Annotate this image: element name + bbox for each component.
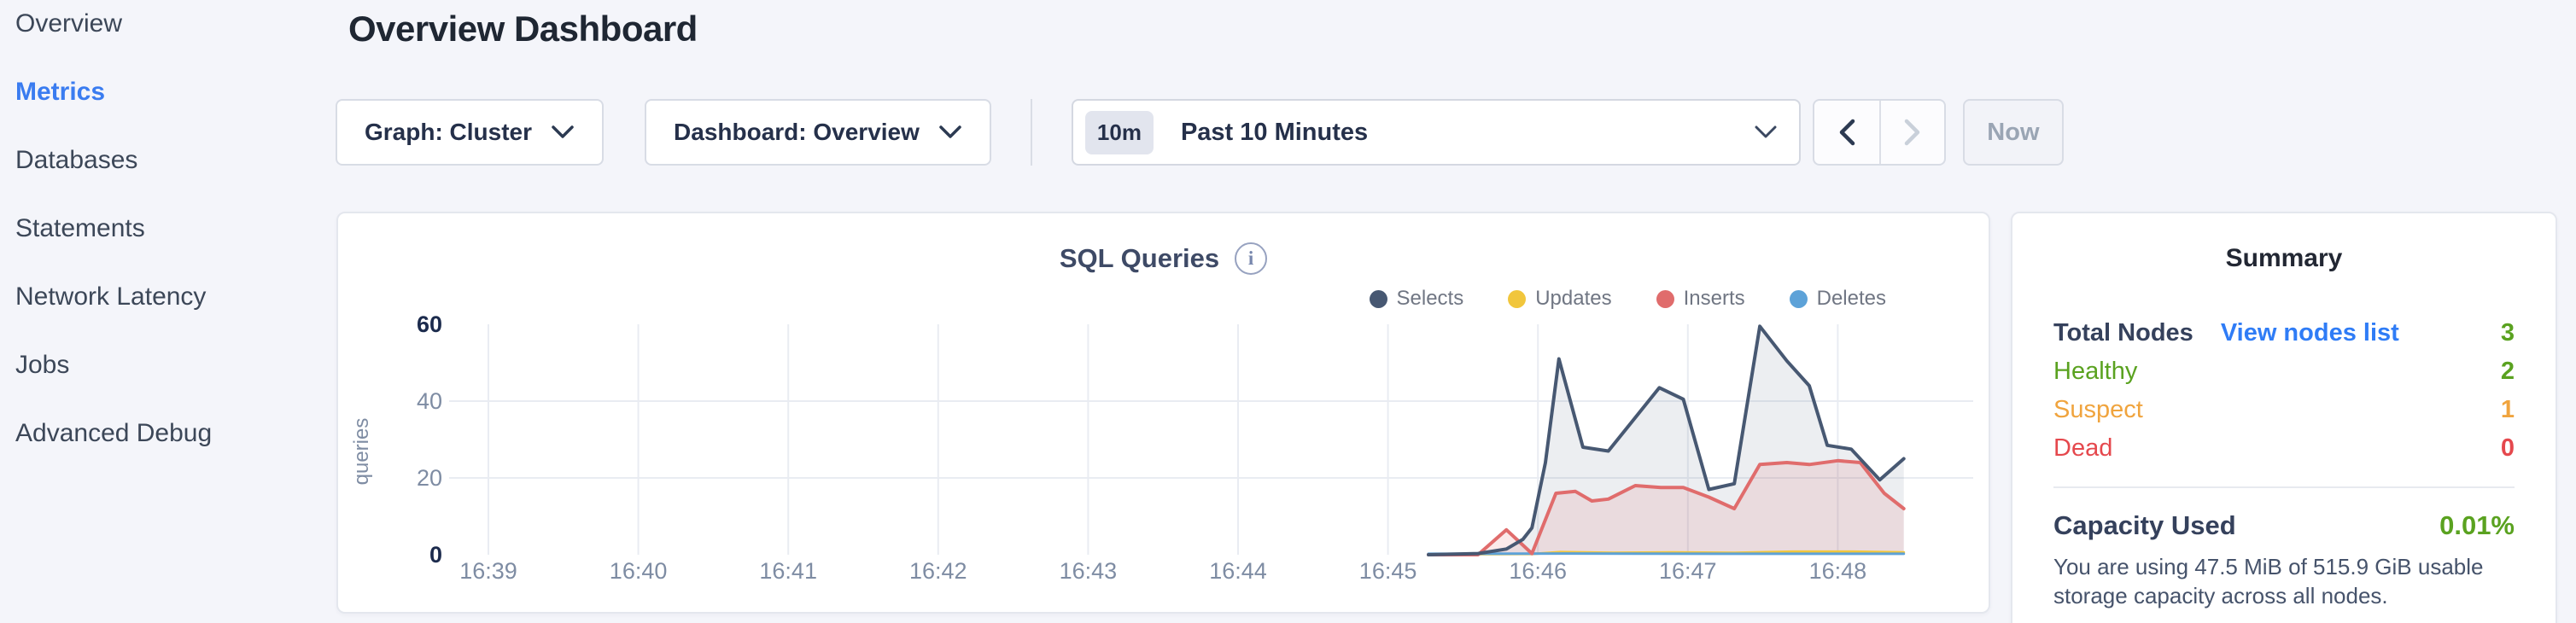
summary-row-label: Dead — [2053, 434, 2113, 462]
y-tick-60: 60 — [416, 312, 442, 337]
sidebar: Overview Metrics Databases Statements Networ… — [0, 0, 324, 623]
cards-row: SQL Queries i Selects Updates Inserts Delet… — [336, 212, 2557, 623]
sidebar-item-statements[interactable]: Statements — [15, 214, 145, 242]
dashboard-dropdown[interactable]: Dashboard: Overview — [645, 99, 991, 166]
summary-row-value: 0 — [2500, 434, 2515, 462]
summary-row-healthy: Healthy 2 — [2053, 352, 2515, 391]
summary-row-label: Healthy — [2053, 358, 2138, 385]
summary-row-value: 2 — [2500, 358, 2515, 385]
time-step-buttons — [1812, 99, 1946, 166]
now-button[interactable]: Now — [1962, 99, 2064, 166]
capacity-description: You are using 47.5 MiB of 515.9 GiB usab… — [2053, 554, 2484, 608]
y-tick-20: 20 — [416, 465, 442, 491]
x-tick-16-41: 16:41 — [759, 558, 817, 584]
time-range-dropdown[interactable]: 10m Past 10 Minutes — [1071, 99, 1801, 166]
legend-label: Updates — [1535, 287, 1612, 310]
capacity-row: Capacity Used 0.01% — [2053, 510, 2515, 541]
series-selects-line — [1427, 324, 1906, 556]
legend-item-updates[interactable]: Updates — [1508, 287, 1612, 311]
legend-dot-selects — [1369, 289, 1387, 308]
summary-title: Summary — [2225, 244, 2343, 272]
x-tick-16-44: 16:44 — [1209, 558, 1267, 584]
chart-plot-area[interactable] — [449, 324, 1973, 556]
y-tick-40: 40 — [416, 388, 442, 414]
info-icon[interactable]: i — [1235, 242, 1268, 275]
x-tick-16-40: 16:40 — [609, 558, 668, 584]
x-tick-16-42: 16:42 — [909, 558, 967, 584]
legend-dot-deletes — [1789, 289, 1808, 308]
chart-title: SQL Queries — [1059, 243, 1220, 273]
time-range-badge: 10m — [1084, 110, 1154, 154]
time-step-back-button[interactable] — [1814, 101, 1879, 164]
x-tick-16-46: 16:46 — [1509, 558, 1567, 584]
summary-row-suspect: Suspect 1 — [2053, 391, 2515, 429]
summary-row-label: Suspect — [2053, 396, 2143, 423]
sidebar-item-network-latency[interactable]: Network Latency — [15, 282, 207, 311]
graph-dropdown-label: Graph: Cluster — [365, 119, 533, 145]
summary-divider — [2053, 486, 2515, 488]
chart-title-row: SQL Queries i — [338, 242, 1989, 275]
sidebar-item-databases[interactable]: Databases — [15, 146, 138, 174]
legend-item-deletes[interactable]: Deletes — [1789, 287, 1886, 311]
summary-row-total-nodes: Total Nodes View nodes list 3 — [2053, 314, 2515, 352]
chart-legend: Selects Updates Inserts Deletes — [1369, 287, 1886, 311]
chevron-down-icon — [939, 125, 961, 138]
view-nodes-list-link[interactable]: View nodes list — [2220, 319, 2399, 346]
summary-panel: Summary Total Nodes View nodes list 3 Healt… — [2011, 212, 2557, 623]
series-selects-area — [1428, 326, 1904, 555]
page-title: Overview Dashboard — [348, 9, 698, 49]
x-tick-16-43: 16:43 — [1059, 558, 1118, 584]
chevron-down-icon — [552, 125, 574, 138]
series-inserts-area — [1428, 460, 1904, 555]
sidebar-item-jobs[interactable]: Jobs — [15, 351, 70, 379]
controls-divider — [1030, 99, 1032, 166]
chevron-right-icon — [1904, 119, 1920, 146]
summary-row-value: 1 — [2500, 396, 2515, 423]
sidebar-item-metrics[interactable]: Metrics — [15, 78, 106, 106]
x-tick-16-45: 16:45 — [1358, 558, 1417, 584]
x-tick-16-48: 16:48 — [1808, 558, 1867, 584]
capacity-value: 0.01% — [2439, 510, 2515, 540]
graph-dropdown[interactable]: Graph: Cluster — [336, 99, 605, 166]
legend-item-selects[interactable]: Selects — [1369, 287, 1464, 311]
sidebar-item-overview[interactable]: Overview — [15, 9, 123, 38]
legend-item-inserts[interactable]: Inserts — [1656, 287, 1745, 311]
time-step-forward-button[interactable] — [1878, 101, 1944, 164]
chevron-down-icon — [1755, 125, 1777, 138]
time-range-label: Past 10 Minutes — [1180, 118, 1369, 146]
legend-dot-inserts — [1656, 289, 1674, 308]
legend-label: Inserts — [1683, 287, 1745, 310]
main-content: Overview Dashboard Graph: Cluster Dashbo… — [324, 0, 2576, 623]
series-inserts-line — [1427, 458, 1906, 556]
dashboard-dropdown-label: Dashboard: Overview — [674, 119, 920, 145]
summary-row-dead: Dead 0 — [2053, 429, 2515, 468]
x-tick-16-47: 16:47 — [1659, 558, 1717, 584]
chevron-left-icon — [1839, 119, 1855, 146]
summary-node-rows: Total Nodes View nodes list 3 Healthy 2 Suspe… — [2053, 314, 2515, 468]
sql-queries-chart-card: SQL Queries i Selects Updates Inserts Delet… — [336, 212, 1990, 614]
legend-dot-updates — [1508, 289, 1527, 308]
x-tick-16-39: 16:39 — [459, 558, 517, 584]
y-tick-0: 0 — [429, 542, 442, 568]
summary-row-value: 3 — [2500, 319, 2515, 346]
sidebar-item-advanced-debug[interactable]: Advanced Debug — [15, 419, 213, 447]
summary-row-label: Total Nodes — [2053, 319, 2193, 346]
controls-bar: Graph: Cluster Dashboard: Overview 10m P… — [336, 99, 2064, 166]
legend-label: Selects — [1396, 287, 1464, 310]
capacity-label: Capacity Used — [2053, 510, 2236, 540]
legend-label: Deletes — [1816, 287, 1886, 310]
sidebar-nav: Overview Metrics Databases Statements Networ… — [0, 0, 324, 483]
